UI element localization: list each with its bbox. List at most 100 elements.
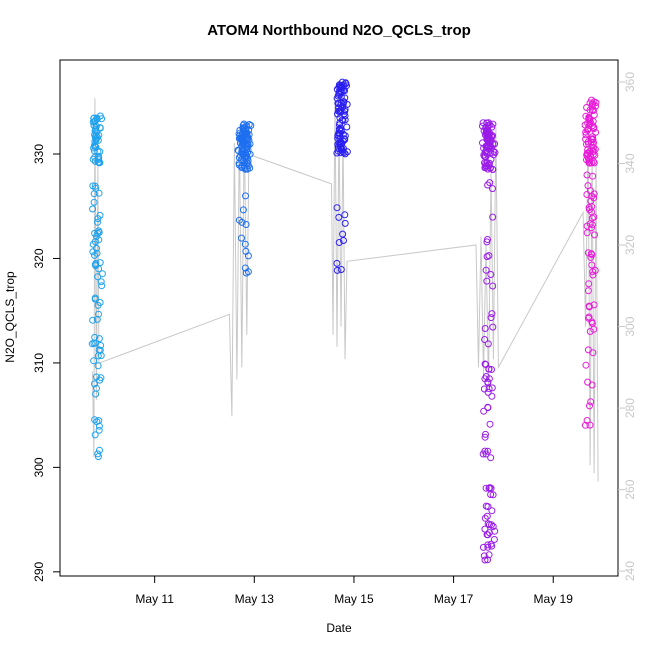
data-point [590, 147, 598, 155]
data-point [333, 204, 341, 212]
data-point [340, 237, 347, 244]
x-tick-label: May 17 [434, 592, 474, 606]
data-point [584, 182, 592, 190]
data-point [241, 264, 249, 272]
data-point [91, 431, 99, 439]
data-point [91, 157, 99, 165]
data-point [484, 181, 492, 189]
data-point [586, 328, 594, 335]
y-tick-label-right: 340 [623, 153, 637, 173]
data-point [242, 192, 249, 200]
data-point [481, 525, 489, 533]
data-point [588, 224, 596, 232]
data-point [590, 106, 598, 114]
data-point [97, 374, 105, 382]
series-flight2 [234, 120, 255, 277]
data-point [583, 417, 591, 424]
data-point [582, 361, 590, 369]
data-point [589, 172, 597, 180]
data-point [488, 310, 496, 318]
data-point [239, 133, 247, 141]
data-point [589, 268, 597, 276]
data-point [586, 156, 594, 164]
data-point [482, 266, 490, 274]
y-tick-label-left: 300 [32, 457, 46, 477]
data-point [342, 80, 350, 88]
data-point [484, 520, 492, 528]
data-point [586, 206, 593, 214]
y-tick-label-right: 240 [623, 561, 637, 581]
data-point [95, 310, 102, 318]
data-point [341, 219, 349, 227]
data-point [584, 378, 592, 386]
data-point [487, 454, 495, 462]
data-point [91, 142, 99, 150]
data-point [95, 265, 103, 273]
data-point [484, 340, 492, 348]
data-point [95, 335, 103, 343]
data-point [239, 121, 247, 129]
y-axis-label: N2O_QCLS_trop [3, 271, 17, 363]
data-point [482, 484, 490, 492]
data-point [484, 556, 492, 564]
data-point [98, 282, 106, 290]
x-tick-label: May 13 [235, 592, 275, 606]
data-point [585, 148, 593, 156]
data-point [335, 213, 343, 221]
data-point [338, 85, 346, 93]
data-point [587, 250, 595, 258]
data-point [485, 252, 493, 260]
data-point [241, 165, 249, 173]
data-point [482, 430, 489, 438]
data-point [490, 151, 498, 159]
data-point [94, 215, 102, 223]
data-point [484, 447, 492, 455]
data-point [588, 96, 596, 104]
data-point [590, 124, 598, 131]
data-point [589, 157, 597, 165]
data-point [90, 114, 98, 122]
data-point [482, 502, 490, 510]
data-point [244, 252, 252, 260]
data-point [96, 159, 104, 167]
y-tick-label-right: 360 [623, 72, 637, 92]
data-point [242, 221, 250, 228]
y-tick-label-left: 290 [32, 561, 46, 581]
data-point [341, 94, 349, 102]
x-axis-label: Date [326, 621, 352, 635]
data-point [97, 352, 105, 360]
data-point [235, 216, 243, 224]
data-point [590, 213, 598, 221]
data-point [485, 385, 493, 393]
data-point [589, 271, 597, 279]
data-point [587, 138, 595, 146]
data-point [94, 362, 102, 370]
y-tick-label-left: 320 [32, 248, 46, 268]
data-point [489, 185, 496, 193]
data-point [586, 402, 593, 410]
data-point [95, 152, 102, 160]
data-point [242, 149, 250, 157]
data-point [484, 236, 491, 243]
data-point [243, 159, 251, 167]
data-point [489, 213, 497, 221]
data-point [483, 143, 491, 151]
data-point [489, 323, 497, 331]
data-point [92, 373, 100, 381]
data-point [582, 131, 590, 139]
series-flight5 [581, 96, 600, 429]
data-point [88, 340, 96, 348]
data-point [90, 357, 98, 365]
data-point [337, 266, 345, 273]
data-point [483, 512, 491, 520]
data-point [89, 316, 97, 324]
data-point [486, 484, 494, 492]
data-point [487, 132, 495, 140]
data-point [590, 301, 598, 309]
data-point [584, 149, 592, 157]
data-point [241, 240, 249, 248]
data-point [585, 314, 592, 322]
data-point [91, 229, 99, 237]
data-point [481, 447, 489, 455]
data-point [486, 136, 494, 144]
